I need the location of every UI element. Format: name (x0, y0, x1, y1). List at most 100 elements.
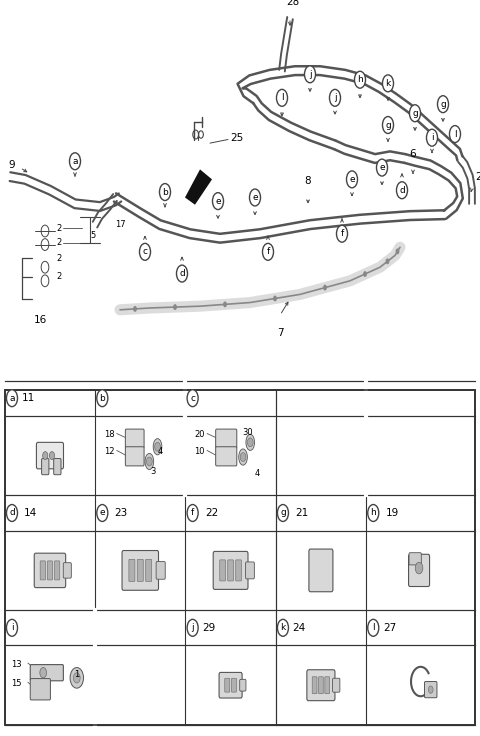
FancyBboxPatch shape (408, 554, 430, 587)
FancyBboxPatch shape (137, 559, 143, 581)
Text: h: h (357, 75, 363, 84)
Text: 26: 26 (475, 171, 480, 182)
Text: a: a (72, 157, 78, 166)
Circle shape (247, 438, 253, 447)
FancyBboxPatch shape (36, 442, 63, 469)
Circle shape (437, 96, 448, 113)
Text: 2: 2 (57, 254, 62, 263)
FancyBboxPatch shape (30, 679, 50, 700)
FancyBboxPatch shape (5, 390, 475, 725)
Circle shape (155, 442, 160, 451)
Text: k: k (280, 623, 286, 632)
Text: 14: 14 (24, 508, 37, 518)
Circle shape (43, 452, 48, 459)
Circle shape (70, 153, 81, 170)
Text: 25: 25 (230, 132, 243, 143)
Circle shape (368, 620, 379, 636)
Text: 21: 21 (295, 508, 308, 518)
Circle shape (240, 453, 246, 461)
Text: 28: 28 (287, 0, 300, 7)
FancyBboxPatch shape (225, 679, 230, 692)
FancyBboxPatch shape (246, 562, 254, 579)
Ellipse shape (145, 453, 154, 470)
Circle shape (97, 505, 108, 522)
Circle shape (146, 457, 152, 466)
Circle shape (428, 686, 433, 693)
Circle shape (385, 258, 389, 264)
Text: 19: 19 (385, 508, 399, 518)
Text: g: g (440, 99, 446, 109)
FancyBboxPatch shape (424, 682, 437, 698)
Circle shape (187, 505, 198, 522)
Text: b: b (99, 394, 105, 403)
Circle shape (427, 130, 438, 146)
Text: e: e (215, 197, 221, 205)
Circle shape (383, 116, 394, 133)
Circle shape (7, 390, 17, 406)
Text: 11: 11 (22, 393, 35, 403)
FancyBboxPatch shape (216, 429, 237, 448)
FancyBboxPatch shape (319, 677, 323, 693)
Text: 2: 2 (57, 224, 62, 233)
FancyBboxPatch shape (125, 447, 144, 466)
Text: 8: 8 (305, 176, 312, 185)
FancyBboxPatch shape (236, 560, 241, 581)
FancyBboxPatch shape (34, 553, 66, 587)
Text: c: c (143, 247, 147, 256)
Circle shape (173, 304, 177, 310)
Text: d: d (399, 185, 405, 195)
Circle shape (273, 296, 277, 302)
Text: j: j (192, 623, 194, 632)
FancyBboxPatch shape (40, 561, 46, 580)
Text: a: a (9, 394, 15, 403)
Text: g: g (412, 109, 418, 118)
FancyBboxPatch shape (228, 560, 233, 581)
Text: 3: 3 (150, 467, 156, 476)
Text: 24: 24 (292, 623, 306, 633)
Circle shape (347, 171, 358, 188)
Text: 16: 16 (34, 315, 47, 325)
Circle shape (133, 306, 137, 312)
Circle shape (329, 89, 340, 106)
Text: 30: 30 (242, 428, 252, 436)
FancyBboxPatch shape (312, 677, 317, 693)
Circle shape (409, 105, 420, 121)
Text: 9: 9 (9, 160, 15, 170)
Circle shape (354, 71, 366, 88)
Text: l: l (454, 130, 456, 138)
Circle shape (376, 159, 387, 176)
Circle shape (449, 126, 460, 143)
Circle shape (49, 452, 55, 459)
Ellipse shape (153, 439, 162, 455)
FancyBboxPatch shape (48, 561, 53, 580)
FancyBboxPatch shape (145, 559, 152, 581)
Text: g: g (385, 121, 391, 130)
Text: 27: 27 (383, 623, 396, 633)
FancyBboxPatch shape (409, 553, 421, 565)
Circle shape (276, 89, 288, 106)
Circle shape (187, 620, 198, 636)
Circle shape (277, 620, 288, 636)
Circle shape (140, 244, 151, 261)
FancyBboxPatch shape (54, 459, 61, 475)
Text: l: l (372, 623, 374, 632)
FancyBboxPatch shape (54, 561, 60, 580)
Circle shape (323, 285, 327, 291)
Text: e: e (379, 163, 385, 172)
Text: k: k (385, 79, 391, 88)
Circle shape (277, 505, 288, 522)
FancyBboxPatch shape (220, 560, 226, 581)
FancyBboxPatch shape (307, 670, 335, 701)
Text: i: i (431, 133, 433, 142)
FancyBboxPatch shape (231, 679, 237, 692)
Circle shape (263, 244, 274, 261)
Text: f: f (266, 247, 270, 256)
Text: 18: 18 (104, 431, 114, 439)
Circle shape (383, 75, 394, 92)
Text: f: f (191, 509, 194, 517)
Text: 7: 7 (276, 328, 283, 338)
Text: l: l (281, 93, 283, 102)
Text: d: d (9, 509, 15, 517)
Text: 2: 2 (57, 272, 62, 280)
FancyBboxPatch shape (63, 563, 72, 578)
